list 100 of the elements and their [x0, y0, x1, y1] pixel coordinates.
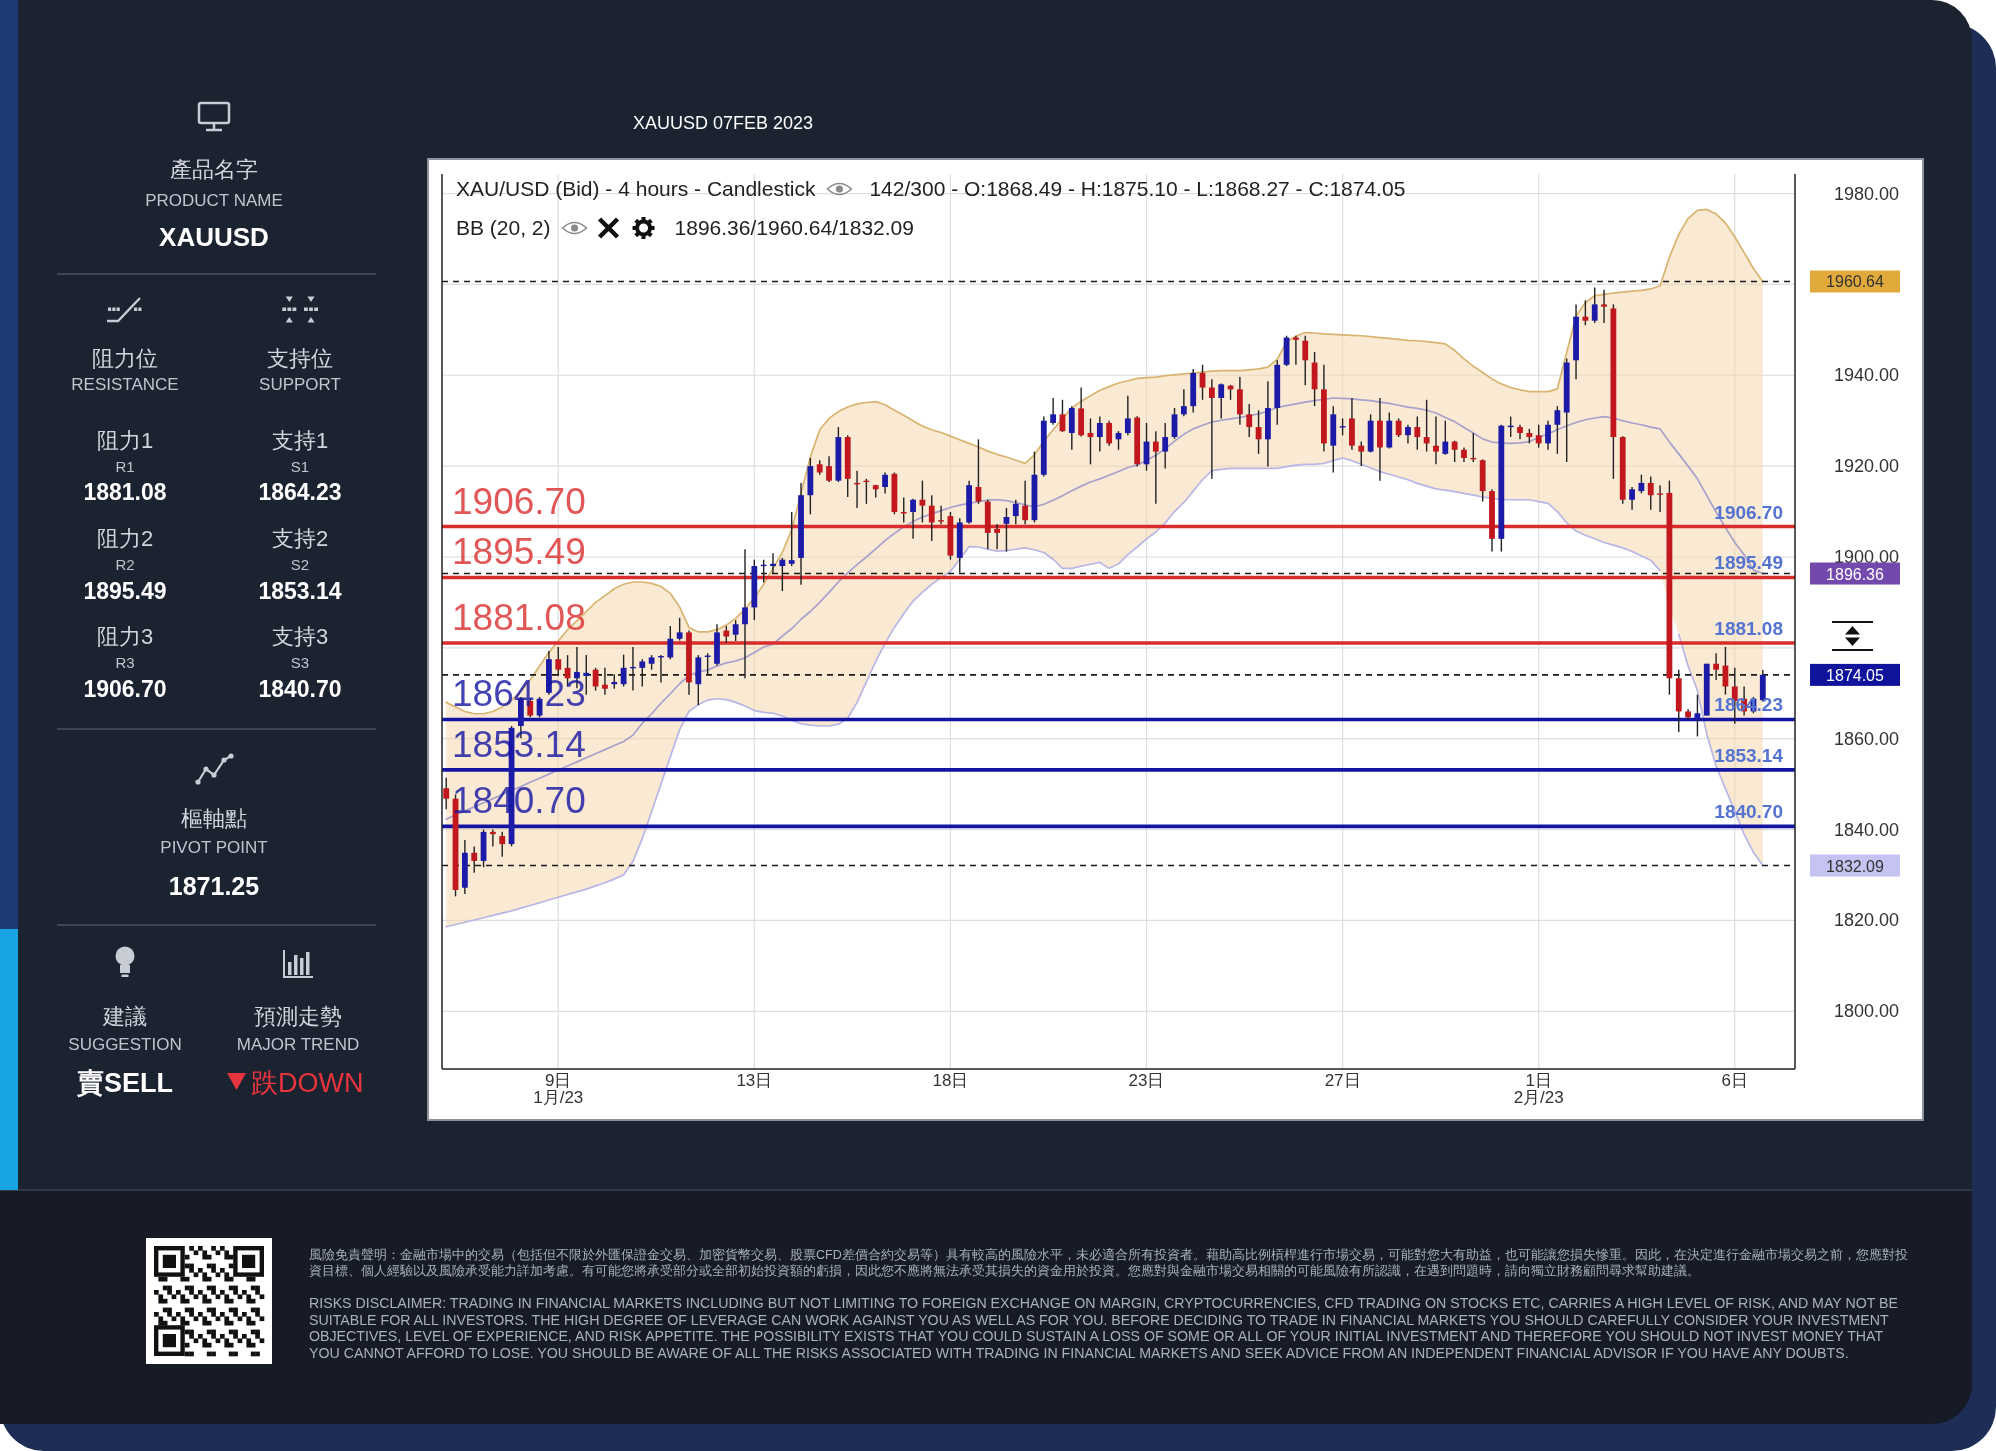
ref-line-label: 1906.70 — [1714, 501, 1783, 523]
candlestick — [1601, 289, 1607, 324]
text: 跌DOWN — [251, 1068, 364, 1098]
text: 支持位 — [267, 346, 333, 371]
candlestick — [928, 494, 935, 542]
text: 1895.49 — [83, 578, 167, 604]
text: XAUUSD — [159, 222, 269, 252]
annotation: 1896.36/1960.64/1832.09 — [674, 216, 914, 239]
candlestick — [1180, 388, 1187, 417]
text: 支持2 — [271, 526, 329, 551]
y-tick-label: 1860.00 — [1833, 728, 1899, 749]
text: 支持1 — [271, 428, 329, 453]
candlestick — [1591, 286, 1598, 324]
candlestick — [1302, 335, 1309, 386]
candlestick — [994, 523, 1001, 550]
candlestick — [1638, 474, 1645, 495]
x-tick-label: 6日 — [1721, 1071, 1749, 1090]
candlestick — [667, 625, 674, 660]
x-tick-label: 9日 1月/23 — [533, 1071, 584, 1107]
text: PRODUCT NAME — [145, 191, 283, 210]
text: 1871.25 — [168, 872, 260, 900]
candlestick — [1293, 335, 1299, 366]
y-tick-label: 1840.00 — [1833, 819, 1899, 840]
text: SUPPORT — [259, 375, 341, 394]
x-tick-label: 13日 — [736, 1071, 773, 1090]
text: R2 — [115, 556, 135, 573]
candlestick — [910, 498, 916, 540]
x-tick-label: 1日 2月/23 — [1513, 1071, 1564, 1107]
annotation: 1864.23 — [452, 673, 586, 715]
ref-line-label: 1832.09 — [1826, 857, 1885, 875]
candlestick — [1395, 417, 1402, 438]
candlestick — [1358, 440, 1365, 467]
y-tick-label: 1980.00 — [1833, 183, 1899, 204]
candlestick — [489, 828, 496, 848]
ref-line-label: 1840.70 — [1714, 801, 1783, 823]
candlestick — [1246, 403, 1253, 438]
text: S1 — [290, 458, 310, 475]
text: R1 — [115, 458, 135, 475]
annotation: 1906.70 — [452, 480, 586, 522]
candlestick — [1647, 475, 1654, 511]
text: 阻力2 — [96, 526, 154, 551]
text: 建議 — [102, 1004, 147, 1029]
candlestick — [1152, 430, 1159, 505]
text: 阻力3 — [96, 624, 154, 649]
candlestick — [1022, 479, 1029, 525]
text: SUGGESTION — [68, 1035, 182, 1054]
y-tick-label: 1900.00 — [1833, 546, 1899, 567]
candlestick — [1106, 419, 1113, 447]
candlestick — [1124, 395, 1131, 436]
text: 1906.70 — [83, 676, 167, 702]
y-tick-label: 1800.00 — [1833, 1001, 1899, 1022]
text: 1853.14 — [258, 578, 342, 604]
text: 支持3 — [271, 624, 329, 649]
candlestick — [1414, 415, 1421, 451]
candlestick — [499, 831, 506, 858]
y-tick-label: 1940.00 — [1833, 365, 1899, 386]
x-tick-label: 23日 — [1128, 1071, 1165, 1090]
candlestick — [1162, 422, 1169, 470]
annotation: 1895.49 — [452, 531, 586, 573]
text: 樞軸點 — [181, 806, 247, 831]
y-tick-label: 1820.00 — [1833, 910, 1899, 931]
ref-line-label: 1881.08 — [1714, 617, 1783, 639]
candlestick — [1545, 419, 1551, 451]
candlestick — [1405, 424, 1411, 445]
annotation: BB (20, 2) — [456, 216, 551, 239]
candlestick — [1433, 415, 1439, 466]
candlestick — [788, 511, 795, 567]
candlestick — [1554, 405, 1561, 455]
candlestick — [1451, 439, 1458, 463]
annotation: 1881.08 — [452, 596, 586, 638]
candlestick — [938, 504, 944, 525]
candlestick — [676, 617, 683, 642]
chart-title: XAUUSD 07FEB 2023 — [633, 113, 814, 133]
text: 阻力1 — [96, 428, 154, 453]
candlestick — [1535, 424, 1542, 449]
text: 1881.08 — [83, 479, 167, 505]
text: 風險免責聲明：金融市場中的交易（包括但不限於外匯保證金交易、加密貨幣交易、股票CFD差價合約交易等）具有較高的風險水平，未必適合所有投資者。藉助高比例槓桿進行市場交易，可能對您大有助益，也可能讓您損失慘重。因此，在決定進行金融市場交易之前，您應對投資目標、個人經驗以及風險承受能力詳加考慮。有可能您將承受部分或全部初始投資額的虧損，因此您不應將無法承受其損失的資金用於投資。您應對與金融市場交易相關的可能風險有所認識，在遇到問題時，請向獨立財務顧問尋求幫助建議。 — [309, 1247, 1908, 1278]
candlestick — [732, 619, 739, 642]
text: RESISTANCE — [71, 375, 179, 394]
candlestick — [1218, 382, 1225, 420]
text: 1840.70 — [258, 676, 342, 702]
candlestick — [1657, 484, 1663, 513]
x-tick-label: 27日 — [1324, 1071, 1361, 1090]
text: 產品名字 — [170, 157, 258, 182]
ref-line-label: 1896.36 — [1826, 565, 1885, 583]
ref-line-label: 1960.64 — [1826, 272, 1885, 290]
candlestick — [1442, 419, 1449, 456]
annotation: 142/300 - O:1868.49 - H:1875.10 - L:1868.27 - C:1874.05 — [869, 177, 1406, 200]
ref-line-label: 1895.49 — [1714, 552, 1783, 574]
candlestick — [882, 471, 888, 495]
candlestick — [1208, 378, 1215, 480]
chart-subtitle: XAU/USD (Bid) - 4 hours - Candlestick — [456, 177, 816, 200]
x-tick-label: 18日 — [932, 1071, 969, 1090]
ref-line-label: 1874.05 — [1826, 666, 1885, 684]
text: RISKS DISCLAIMER: TRADING IN FINANCIAL MARKETS INCLUDING BUT NOT LIMITING TO FOREIGN EXCHANGE ON MARGIN, CRYPTOCURRENCIES, CFD TRADING ON STOCKS ETC, CARRIES A HIGH LEVEL OF RISK, AND MAY NOT BE SUITABLE FOR ALL INVESTORS. THE HIGH DEGREE OF LEVERAGE CAN WORK AGAINST YOU AS WELL AS FOR YOU. BEFORE DECIDING TO TRADE IN FINANCIAL MARKETS YOU SHOULD CAREFULLY CONSIDER YOUR INVESTMENT OBJECTIVES, LEVEL OF EXPERIENCE, AND RISK APPETITE. THE POSSIBILITY EXISTS THAT YOU COULD SUSTAIN A LOSS OF SOME OR ALL OF YOUR INITIAL INVESTMENT AND THEREFORE YOU SHOULD NOT INVEST MONEY THAT YOU CANNOT AFFORD TO LOSE. YOU SHOULD BE AWARE OF ALL THE RISKS ASSOCIATED WITH TRADING IN FINANCIAL MARKETS AND SEEK ADVICE FROM AN INDEPENDENT FINANCIAL ADVISOR IF YOU HAVE ANY DOUBTS. — [309, 1295, 1899, 1361]
text: 1864.23 — [258, 479, 342, 505]
y-tick-label: 1920.00 — [1833, 456, 1899, 477]
candlestick — [826, 455, 832, 483]
candlestick — [1423, 399, 1430, 453]
candlestick — [1050, 397, 1057, 426]
